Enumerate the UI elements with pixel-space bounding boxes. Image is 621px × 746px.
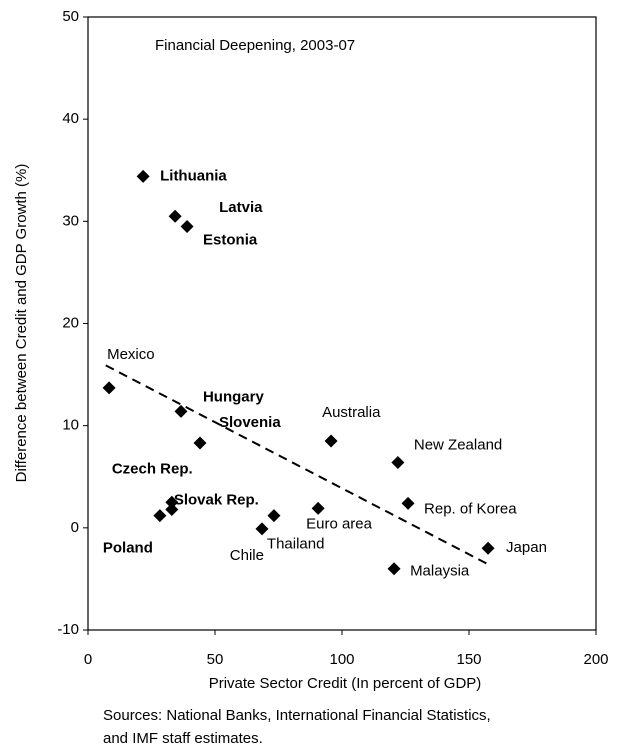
point-label: Thailand [267, 536, 325, 553]
point-label: Slovenia [219, 414, 281, 431]
point-label: Poland [103, 540, 153, 557]
point-label: Latvia [219, 199, 263, 216]
y-tick-label: -10 [57, 621, 79, 638]
x-tick-label: 50 [207, 651, 224, 668]
point-label: Chile [230, 547, 264, 564]
plot-frame [87, 16, 597, 631]
point [136, 169, 150, 183]
point [401, 496, 415, 510]
point [324, 434, 338, 448]
point [193, 436, 207, 450]
point-label: Japan [506, 539, 547, 556]
x-axis-label: Private Sector Credit (In percent of GDP… [209, 675, 482, 692]
point [153, 509, 167, 523]
point-label: Malaysia [410, 563, 470, 580]
source: Sources: National Banks, International F… [103, 707, 491, 724]
point-label: Czech Rep. [112, 460, 193, 477]
y-tick-label: 50 [62, 8, 79, 25]
point [391, 455, 405, 469]
point [168, 209, 182, 223]
point-label: Euro area [306, 515, 373, 532]
y-tick-label: 30 [62, 212, 79, 229]
point [255, 522, 269, 536]
y-tick-label: 20 [62, 314, 79, 331]
point [387, 562, 401, 576]
y-tick-label: 0 [71, 519, 79, 536]
point-label: Lithuania [160, 167, 227, 184]
y-tick-label: 10 [62, 417, 79, 434]
point [267, 509, 281, 523]
point-label: New Zealand [414, 436, 502, 453]
point [311, 501, 325, 515]
point-label: Rep. of Korea [424, 500, 517, 517]
x-tick-label: 100 [329, 651, 354, 668]
y-axis-label: Difference between Credit and GDP Growth… [13, 164, 30, 483]
point-label: Estonia [203, 231, 258, 248]
point [481, 541, 495, 555]
y-tick-label: 40 [62, 110, 79, 127]
point-label: Australia [322, 404, 381, 421]
trend-line [105, 364, 488, 565]
x-tick-label: 200 [583, 651, 608, 668]
point-label: Mexico [107, 346, 155, 363]
chart-title: Financial Deepening, 2003-07 [155, 37, 355, 54]
point [180, 219, 194, 233]
source: and IMF staff estimates. [103, 730, 263, 746]
point [165, 502, 179, 516]
point-label: Slovak Rep. [174, 491, 259, 508]
point [102, 381, 116, 395]
point [174, 404, 188, 418]
point-label: Hungary [203, 388, 264, 405]
x-tick-label: 0 [84, 651, 92, 668]
x-tick-label: 150 [456, 651, 481, 668]
point [165, 495, 179, 509]
